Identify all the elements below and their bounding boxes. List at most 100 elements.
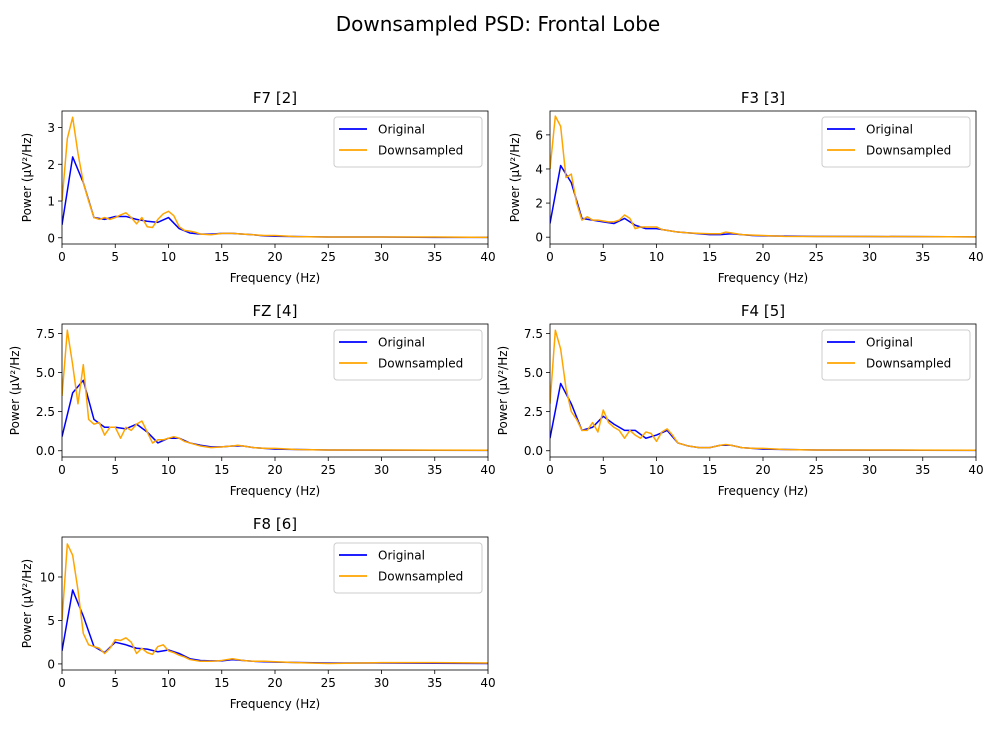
- y-tick-label: 2.5: [36, 405, 55, 419]
- legend-box: [821, 329, 971, 381]
- subplot: F8 [6] 0 5 10 15 20 25 30 35 40 0 5 10 Frequency (Hz)…: [20, 515, 496, 711]
- x-tick-label: 0: [546, 463, 554, 477]
- series-line-original: [550, 382, 976, 452]
- x-tick-label: 35: [427, 676, 442, 690]
- x-tick-label: 20: [267, 463, 282, 477]
- x-axis-label: Frequency (Hz): [230, 271, 321, 285]
- subplot: F3 [3] 0 5 10 15 20 25 30 35 40 0 2 4 6 Frequency (Hz)…: [508, 89, 984, 285]
- x-tick-label: 20: [267, 676, 282, 690]
- y-tick-label: 0.0: [36, 444, 55, 458]
- y-tick-label: 5: [47, 614, 55, 628]
- legend-label-downsampled: Downsampled: [378, 570, 463, 584]
- x-tick-label: 40: [968, 463, 983, 477]
- legend: Original Downsampled: [821, 116, 971, 168]
- y-tick-label: 0: [47, 657, 55, 671]
- x-tick-label: 0: [58, 463, 66, 477]
- subplot-title: F8 [6]: [253, 515, 297, 533]
- x-tick-label: 25: [809, 463, 824, 477]
- x-tick-label: 5: [111, 250, 119, 264]
- x-tick-label: 35: [915, 250, 930, 264]
- x-axis-label: Frequency (Hz): [230, 484, 321, 498]
- x-tick-label: 40: [480, 250, 495, 264]
- x-tick-label: 20: [267, 250, 282, 264]
- legend-label-downsampled: Downsampled: [866, 144, 951, 158]
- series-line-original: [62, 156, 488, 239]
- subplot-title: FZ [4]: [253, 302, 298, 320]
- x-tick-label: 5: [599, 463, 607, 477]
- x-tick-label: 10: [161, 250, 176, 264]
- y-tick-label: 2: [535, 197, 543, 211]
- y-tick-label: 3: [47, 121, 55, 135]
- legend-box: [333, 542, 483, 594]
- y-tick-label: 7.5: [36, 327, 55, 341]
- legend-box: [333, 116, 483, 168]
- x-axis-label: Frequency (Hz): [230, 697, 321, 711]
- series-line-original: [550, 164, 976, 238]
- x-tick-label: 10: [161, 676, 176, 690]
- series-line-original: [62, 379, 488, 452]
- subplot-title: F4 [5]: [741, 302, 785, 320]
- legend: Original Downsampled: [821, 329, 971, 381]
- y-tick-label: 4: [535, 162, 543, 176]
- y-tick-label: 5.0: [524, 366, 543, 380]
- x-tick-label: 30: [374, 676, 389, 690]
- y-tick-label: 0.0: [524, 444, 543, 458]
- subplot: FZ [4] 0 5 10 15 20 25 30 35 40 0.0 2.5 5.0 7.5 Freque…: [8, 302, 496, 498]
- x-tick-label: 40: [968, 250, 983, 264]
- y-axis-label: Power (µV²/Hz): [20, 559, 34, 648]
- x-tick-label: 30: [862, 250, 877, 264]
- x-tick-label: 25: [321, 463, 336, 477]
- y-tick-label: 5.0: [36, 366, 55, 380]
- x-tick-label: 30: [374, 463, 389, 477]
- figure-title: Downsampled PSD: Frontal Lobe: [336, 12, 660, 36]
- series-line-downsampled: [550, 115, 976, 238]
- legend-label-downsampled: Downsampled: [866, 357, 951, 371]
- legend-box: [333, 329, 483, 381]
- y-tick-label: 2.5: [524, 405, 543, 419]
- x-tick-label: 30: [374, 250, 389, 264]
- x-tick-label: 5: [111, 463, 119, 477]
- x-tick-label: 15: [702, 250, 717, 264]
- x-tick-label: 15: [702, 463, 717, 477]
- series-line-downsampled: [62, 543, 488, 665]
- y-axis-label: Power (µV²/Hz): [20, 133, 34, 222]
- x-tick-label: 25: [321, 250, 336, 264]
- x-tick-label: 0: [58, 250, 66, 264]
- series-line-downsampled: [550, 329, 976, 452]
- x-tick-label: 35: [427, 250, 442, 264]
- x-tick-label: 5: [599, 250, 607, 264]
- y-tick-label: 7.5: [524, 327, 543, 341]
- legend-label-downsampled: Downsampled: [378, 357, 463, 371]
- x-tick-label: 30: [862, 463, 877, 477]
- legend-label-downsampled: Downsampled: [378, 144, 463, 158]
- y-tick-label: 10: [40, 570, 55, 584]
- x-tick-label: 5: [111, 676, 119, 690]
- y-tick-label: 1: [47, 195, 55, 209]
- series-line-downsampled: [62, 329, 488, 452]
- x-tick-label: 35: [915, 463, 930, 477]
- x-tick-label: 35: [427, 463, 442, 477]
- legend-label-original: Original: [378, 336, 425, 350]
- series-line-downsampled: [62, 116, 488, 239]
- y-tick-label: 0: [47, 231, 55, 245]
- legend-label-original: Original: [866, 123, 913, 137]
- x-axis-label: Frequency (Hz): [718, 271, 809, 285]
- x-tick-label: 0: [546, 250, 554, 264]
- x-tick-label: 40: [480, 676, 495, 690]
- subplot: F4 [5] 0 5 10 15 20 25 30 35 40 0.0 2.5 5.0 7.5 Freque…: [496, 302, 984, 498]
- legend: Original Downsampled: [333, 116, 483, 168]
- y-axis-label: Power (µV²/Hz): [496, 346, 510, 435]
- x-tick-label: 10: [161, 463, 176, 477]
- x-tick-label: 10: [649, 463, 664, 477]
- y-tick-label: 2: [47, 158, 55, 172]
- x-tick-label: 20: [755, 250, 770, 264]
- legend: Original Downsampled: [333, 542, 483, 594]
- x-tick-label: 15: [214, 463, 229, 477]
- y-tick-label: 0: [535, 231, 543, 245]
- subplot-title: F7 [2]: [253, 89, 297, 107]
- x-tick-label: 15: [214, 250, 229, 264]
- series-line-original: [62, 589, 488, 665]
- x-tick-label: 20: [755, 463, 770, 477]
